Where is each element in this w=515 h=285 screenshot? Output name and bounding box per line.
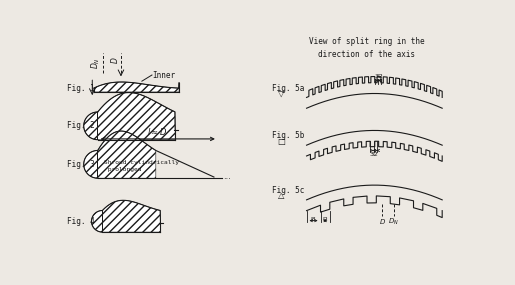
Text: Fig. 5a: Fig. 5a [272,84,304,93]
Text: l2: l2 [322,217,328,222]
Text: □: □ [278,137,285,146]
Polygon shape [92,200,161,232]
Text: View of split ring in the
direction of the axis: View of split ring in the direction of t… [309,37,424,59]
Polygon shape [84,131,156,178]
Text: l8: l8 [311,217,316,222]
Text: $D_N$: $D_N$ [388,217,399,227]
Text: ...: ... [223,172,231,181]
Text: $D_N$: $D_N$ [89,57,101,69]
Polygon shape [84,93,175,140]
Text: Fig. 3: Fig. 3 [67,160,94,169]
Text: $l \approx D$: $l \approx D$ [147,126,168,137]
Text: △: △ [278,191,284,200]
Text: Fig. 1: Fig. 1 [67,84,94,93]
Text: Shroud cylindrically
 prolonged: Shroud cylindrically prolonged [104,160,179,172]
Text: Inner: Inner [153,70,176,80]
Text: 3: 3 [375,74,379,79]
Text: Fig. 2: Fig. 2 [67,121,94,130]
Text: 3: 3 [370,152,374,157]
Text: Fig. 5c: Fig. 5c [272,186,304,195]
Text: $D$: $D$ [109,56,120,64]
Polygon shape [94,82,179,92]
Text: $D$: $D$ [379,217,386,226]
Text: Fig. 4: Fig. 4 [67,217,94,226]
Text: l2: l2 [377,74,383,79]
Text: ▽: ▽ [278,89,284,98]
Text: Fig. 5b: Fig. 5b [272,131,304,140]
Text: l2: l2 [373,152,379,157]
